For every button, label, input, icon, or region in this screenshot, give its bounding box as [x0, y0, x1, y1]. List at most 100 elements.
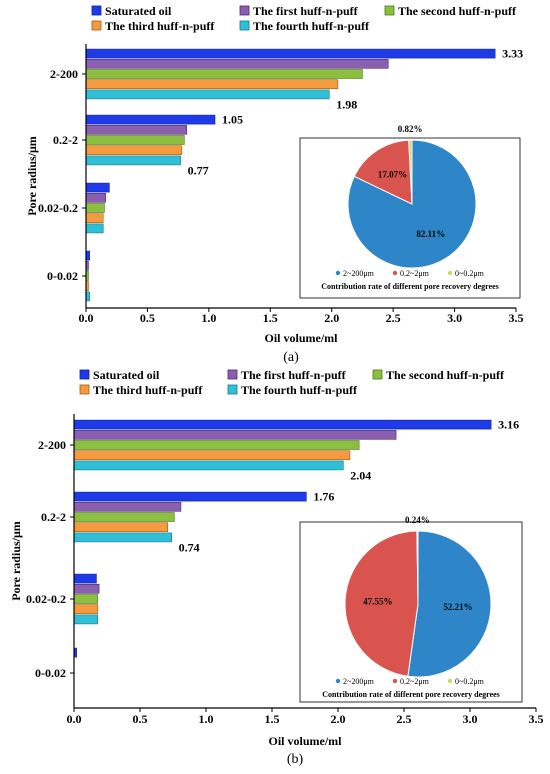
pie-percent-label: 52.21% [443, 602, 472, 612]
inset-pie-chart: 52.21% 47.55% 0.24% 2~200μm 0.2~2μm 0~0.2μm Co… [299, 515, 523, 703]
bar [85, 203, 105, 213]
legend-swatch [227, 369, 238, 380]
x-tick-label: 1.0 [201, 311, 216, 325]
bar [85, 213, 104, 223]
pie-legend-label: 2~200μm [343, 269, 375, 278]
pie-percent-label: 82.11% [416, 229, 445, 239]
x-tick-label: 1.0 [199, 712, 214, 726]
y-tick-label: 0.02-0.2 [26, 592, 66, 606]
bar [85, 114, 216, 125]
bar [73, 491, 307, 502]
x-tick-label: 2.0 [331, 712, 346, 726]
pie-legend-marker [335, 678, 341, 684]
y-tick-label: 0.02-0.2 [38, 201, 78, 215]
bar [85, 193, 106, 203]
data-label: 0.74 [179, 540, 200, 554]
pie-slice [416, 530, 419, 605]
legend-label: The third huff-n-puff [105, 19, 215, 33]
bar [85, 48, 496, 59]
y-tick-label: 0-0.02 [35, 666, 66, 680]
legend-label: The fourth huff-n-puff [241, 383, 358, 397]
x-axis-title: Oil volume/ml [269, 734, 343, 748]
legend-swatch [372, 369, 383, 380]
legend-swatch [91, 5, 102, 16]
pie-slice [407, 530, 492, 678]
x-tick-label: 2.5 [397, 712, 412, 726]
legend: Saturated oil The first huff-n-puff The se… [79, 368, 505, 397]
pie-legend-marker [335, 270, 341, 276]
legend-swatch [239, 20, 250, 31]
bar [73, 532, 172, 543]
data-label: 1.98 [336, 97, 357, 111]
pie-slice [408, 139, 413, 205]
pie-caption: Contribution rate of different pore reco… [322, 690, 500, 699]
bar [85, 125, 188, 135]
pie-caption: Contribution rate of different pore reco… [321, 282, 499, 291]
bar [73, 501, 182, 512]
panel-label: (a) [283, 350, 299, 365]
pie-percent-label: 47.55% [363, 597, 392, 607]
bar [73, 460, 344, 471]
legend-swatch [91, 20, 102, 31]
panel-b: Saturated oil The first huff-n-puff The se… [9, 368, 544, 767]
y-tick-label: 2-200 [38, 438, 66, 452]
x-tick-label: 0.5 [140, 311, 155, 325]
x-tick-label: 1.5 [263, 311, 278, 325]
legend-label: The first huff-n-puff [253, 4, 359, 18]
legend-swatch [79, 384, 90, 395]
pie-percent-label: 0.24% [405, 515, 430, 525]
y-axis-title: Pore radius/μm [25, 136, 39, 216]
panel-a: Saturated oil The first huff-n-puff The se… [25, 4, 524, 365]
pie-slice [344, 530, 419, 677]
legend-swatch [79, 369, 90, 380]
bar [85, 182, 110, 193]
pie-slice [353, 139, 413, 205]
x-tick-label: 0.0 [67, 712, 82, 726]
bar [85, 79, 339, 89]
inset-pie-chart: 82.11% 17.07% 0.82% 2~200μm 0.2~2μm 0~0.2μm Co… [299, 124, 521, 299]
bar [73, 440, 360, 450]
data-label: 3.16 [498, 418, 519, 432]
y-axis-title: Pore radius/μm [9, 521, 23, 601]
data-label: 1.05 [222, 113, 243, 127]
y-tick-label: 2-200 [50, 67, 78, 81]
data-label: 2.04 [350, 468, 371, 482]
x-tick-label: 3.0 [463, 712, 478, 726]
bar [73, 522, 169, 533]
legend-swatch [227, 384, 238, 395]
legend-label: The second huff-n-puff [398, 4, 517, 18]
pie-percent-label: 17.07% [378, 170, 407, 180]
bar [85, 223, 104, 234]
x-tick-label: 1.5 [265, 712, 280, 726]
panel-label: (b) [287, 752, 304, 767]
x-tick-label: 0.5 [133, 712, 148, 726]
legend-label: The first huff-n-puff [241, 368, 347, 382]
pie-legend-label: 0.2~2μm [400, 269, 430, 278]
bar [73, 429, 397, 440]
x-tick-label: 3.5 [509, 311, 524, 325]
pie-legend-label: 2~200μm [343, 677, 375, 686]
bar [73, 573, 97, 584]
bar [85, 145, 183, 155]
legend-swatch [384, 5, 395, 16]
y-tick-label: 0.2-2 [53, 133, 78, 147]
bar [85, 89, 330, 100]
x-axis-title: Oil volume/ml [265, 331, 339, 345]
x-tick-label: 0.0 [79, 311, 94, 325]
pie-legend-marker [447, 270, 453, 276]
data-label: 0.77 [188, 163, 209, 177]
pie-legend-label: 0~0.2μm [455, 269, 485, 278]
bar [73, 512, 175, 522]
x-tick-label: 2.5 [386, 311, 401, 325]
data-label: 3.33 [502, 47, 523, 61]
bar [73, 604, 99, 615]
bar [85, 69, 363, 79]
legend-label: The third huff-n-puff [93, 383, 203, 397]
pie-legend-marker [392, 678, 398, 684]
y-tick-label: 0.2-2 [41, 510, 66, 524]
pie-legend-label: 0.2~2μm [400, 677, 430, 686]
bar [73, 583, 100, 594]
bar [73, 419, 492, 430]
data-label: 1.76 [313, 490, 334, 504]
